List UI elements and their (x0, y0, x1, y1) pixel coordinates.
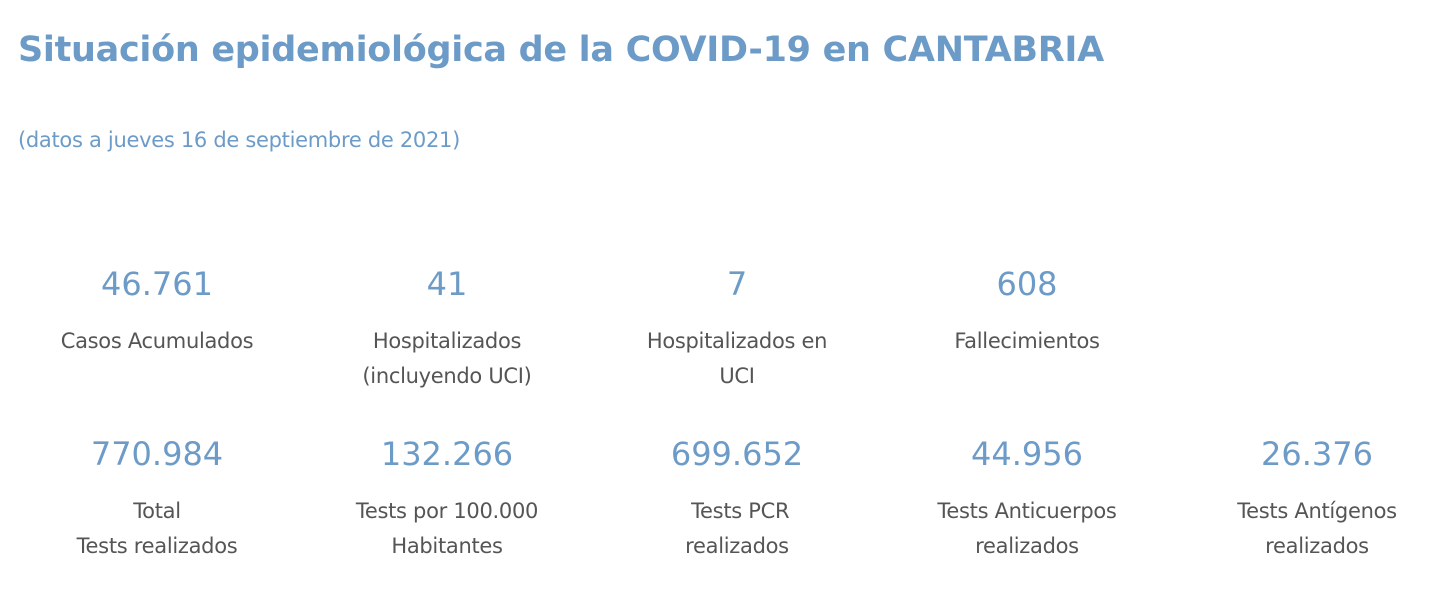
stat-value: 26.376 (1261, 435, 1373, 473)
stat-label: Fallecimientos (954, 329, 1100, 353)
stat-value: 44.956 (971, 435, 1083, 473)
stat-value: 41 (426, 265, 468, 303)
data-date: (datos a jueves 16 de septiembre de 2021… (18, 128, 460, 152)
stat-label: Tests por 100.000 Habitantes (355, 499, 539, 558)
stat-value: 132.266 (380, 435, 514, 473)
stat-label: Hospitalizados en UCI (646, 329, 828, 388)
stat-label: Total Tests realizados (76, 499, 238, 558)
stat-casos-acumulados: 46.761 Casos Acumulados (12, 264, 302, 359)
stat-label: Casos Acumulados (60, 329, 254, 353)
stat-value: 770.984 (90, 435, 224, 473)
stat-value: 7 (726, 265, 748, 303)
stat-label: Tests Anticuerpos realizados (937, 499, 1117, 558)
stat-fallecimientos: 608 Fallecimientos (882, 264, 1172, 359)
stat-value: 699.652 (670, 435, 804, 473)
stat-tests-anticuerpos: 44.956 Tests Anticuerpos realizados (882, 434, 1172, 564)
stat-label: Tests Antígenos realizados (1237, 499, 1397, 558)
stat-tests-pcr: 699.652 Tests PCR realizados (592, 434, 882, 564)
stat-value: 46.761 (101, 265, 213, 303)
stat-uci: 7 Hospitalizados en UCI (592, 264, 882, 394)
page-title: Situación epidemiológica de la COVID-19 … (18, 30, 1104, 70)
stat-label: Tests PCR realizados (685, 499, 790, 558)
stat-label: Hospitalizados (incluyendo UCI) (362, 329, 532, 388)
stat-hospitalizados: 41 Hospitalizados (incluyendo UCI) (302, 264, 592, 394)
stat-value: 608 (996, 265, 1058, 303)
stat-tests-por-100000: 132.266 Tests por 100.000 Habitantes (302, 434, 592, 564)
stat-tests-antigenos: 26.376 Tests Antígenos realizados (1172, 434, 1440, 564)
stat-total-tests: 770.984 Total Tests realizados (12, 434, 302, 564)
